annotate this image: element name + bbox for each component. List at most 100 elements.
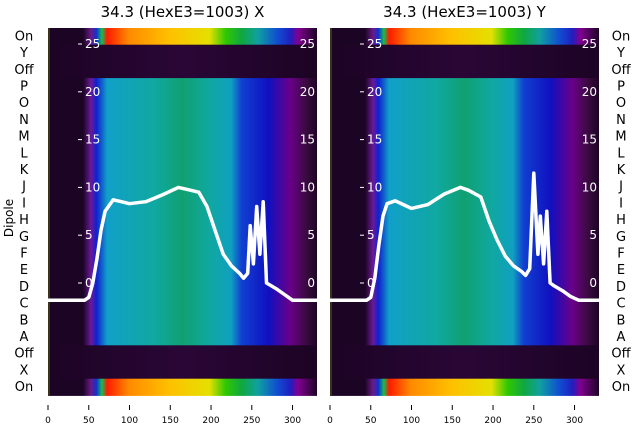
- row-label: K: [20, 163, 29, 178]
- y-tick-label: 10: [300, 180, 315, 194]
- row-label: Off: [14, 63, 34, 78]
- y-tick-label: 25: [367, 37, 382, 51]
- y-tick-label: 20: [300, 85, 315, 99]
- row-label: O: [616, 96, 626, 111]
- row-label: I: [619, 196, 623, 211]
- panel-title: 34.3 (HexE3=1003) X: [101, 3, 265, 21]
- series-line: [330, 171, 599, 302]
- row-label: A: [20, 330, 29, 345]
- heatmap-row-C: [48, 295, 317, 313]
- row-label: I: [22, 196, 26, 211]
- y-tick-label: 5: [367, 228, 375, 242]
- heatmap-row-On: [330, 28, 599, 46]
- y-tick-label: 0: [307, 276, 315, 290]
- heatmap-row-Off: [330, 61, 599, 79]
- heatmap-row-I: [330, 195, 599, 213]
- heatmap-row-M: [330, 128, 599, 146]
- row-label: On: [612, 29, 630, 44]
- row-label: B: [20, 313, 29, 328]
- row-label: X: [20, 363, 29, 378]
- heatmap-row-P: [48, 78, 317, 96]
- row-label: L: [20, 146, 28, 161]
- y-tick-label: 25: [85, 37, 100, 51]
- row-label: O: [19, 96, 29, 111]
- y-axis-label: Dipole: [2, 199, 16, 237]
- x-tick-label: 50: [83, 416, 95, 426]
- y-tick-label: 0: [589, 276, 597, 290]
- heatmap-row-P: [330, 78, 599, 96]
- y-tick-label: 15: [300, 133, 315, 147]
- y-tick-label: 15: [85, 133, 100, 147]
- row-label: H: [616, 213, 626, 228]
- y-tick-label: 20: [367, 85, 382, 99]
- row-label: D: [616, 280, 626, 295]
- row-label: F: [20, 246, 27, 261]
- heatmap-row-L: [330, 144, 599, 163]
- row-label: On: [15, 29, 33, 44]
- heatmap-row-H: [48, 211, 317, 229]
- row-label: Off: [14, 347, 34, 362]
- heatmap-row-N: [48, 111, 317, 129]
- y-tick-label: 15: [367, 133, 382, 147]
- row-label: E: [617, 263, 625, 278]
- y-tick-label: 0: [367, 276, 375, 290]
- row-label: B: [617, 313, 626, 328]
- y-tick-label: 20: [582, 85, 597, 99]
- row-label: J: [21, 180, 26, 195]
- y-tick-label: 5: [85, 228, 93, 242]
- heatmap-row-K: [330, 161, 599, 179]
- row-label: Y: [19, 46, 28, 61]
- row-label: Y: [616, 46, 625, 61]
- x-tick-label: 200: [484, 416, 501, 426]
- heatmap-row-N: [330, 111, 599, 129]
- row-label: P: [20, 79, 28, 94]
- panel-1: 34.3 (HexE3=1003) X 0 50 100 150 200 250 300 0 0 5…: [45, 3, 317, 426]
- heatmap-row-Y: [330, 44, 599, 62]
- heatmap-row-X: [48, 362, 317, 380]
- y-tick-label: 10: [367, 180, 382, 194]
- row-label: N: [616, 113, 626, 128]
- x-tick-label: 250: [525, 416, 542, 426]
- heatmap-row-L: [48, 144, 317, 163]
- y-tick-label: 10: [582, 180, 597, 194]
- heatmap-row-M: [48, 128, 317, 146]
- y-tick-label: 25: [582, 37, 597, 51]
- y-tick-label: 20: [85, 85, 100, 99]
- row-label: K: [617, 163, 626, 178]
- heatmap-row-D: [330, 278, 599, 296]
- x-tick-label: 300: [284, 416, 301, 426]
- y-tick-label: 25: [300, 37, 315, 51]
- row-label: E: [20, 263, 28, 278]
- row-label: Off: [611, 63, 631, 78]
- heatmap-row-A: [48, 328, 317, 346]
- heatmap-row-B: [48, 311, 317, 330]
- heatmap-row-C: [330, 295, 599, 313]
- x-tick-label: 50: [365, 416, 377, 426]
- row-label: L: [617, 146, 625, 161]
- row-label: M: [615, 130, 626, 145]
- row-label: X: [617, 363, 626, 378]
- heatmap-row-Off: [330, 345, 599, 363]
- row-label: Off: [611, 347, 631, 362]
- heatmap-row-On: [48, 28, 317, 46]
- row-label: G: [616, 230, 626, 245]
- row-label: G: [19, 230, 29, 245]
- panel-2: 34.3 (HexE3=1003) Y 0 50 100 150 200 250 300 0 0 5…: [327, 3, 599, 426]
- y-tick-label: 0: [85, 276, 93, 290]
- heatmap-row-X: [330, 362, 599, 380]
- heatmap-row-E: [330, 261, 599, 279]
- heatmap-row-D: [48, 278, 317, 296]
- x-tick-label: 0: [327, 416, 333, 426]
- heatmap-row-Off: [48, 345, 317, 363]
- row-label: H: [19, 213, 29, 228]
- heatmap-row-Off: [48, 61, 317, 79]
- heatmap-row-H: [330, 211, 599, 229]
- row-label: M: [18, 130, 29, 145]
- heatmap-row-On: [48, 378, 317, 396]
- y-tick-label: 5: [589, 228, 597, 242]
- heatmap-row-K: [48, 161, 317, 179]
- heatmap-row-B: [330, 311, 599, 330]
- x-tick-label: 100: [403, 416, 420, 426]
- x-tick-label: 300: [566, 416, 583, 426]
- row-label: F: [617, 246, 624, 261]
